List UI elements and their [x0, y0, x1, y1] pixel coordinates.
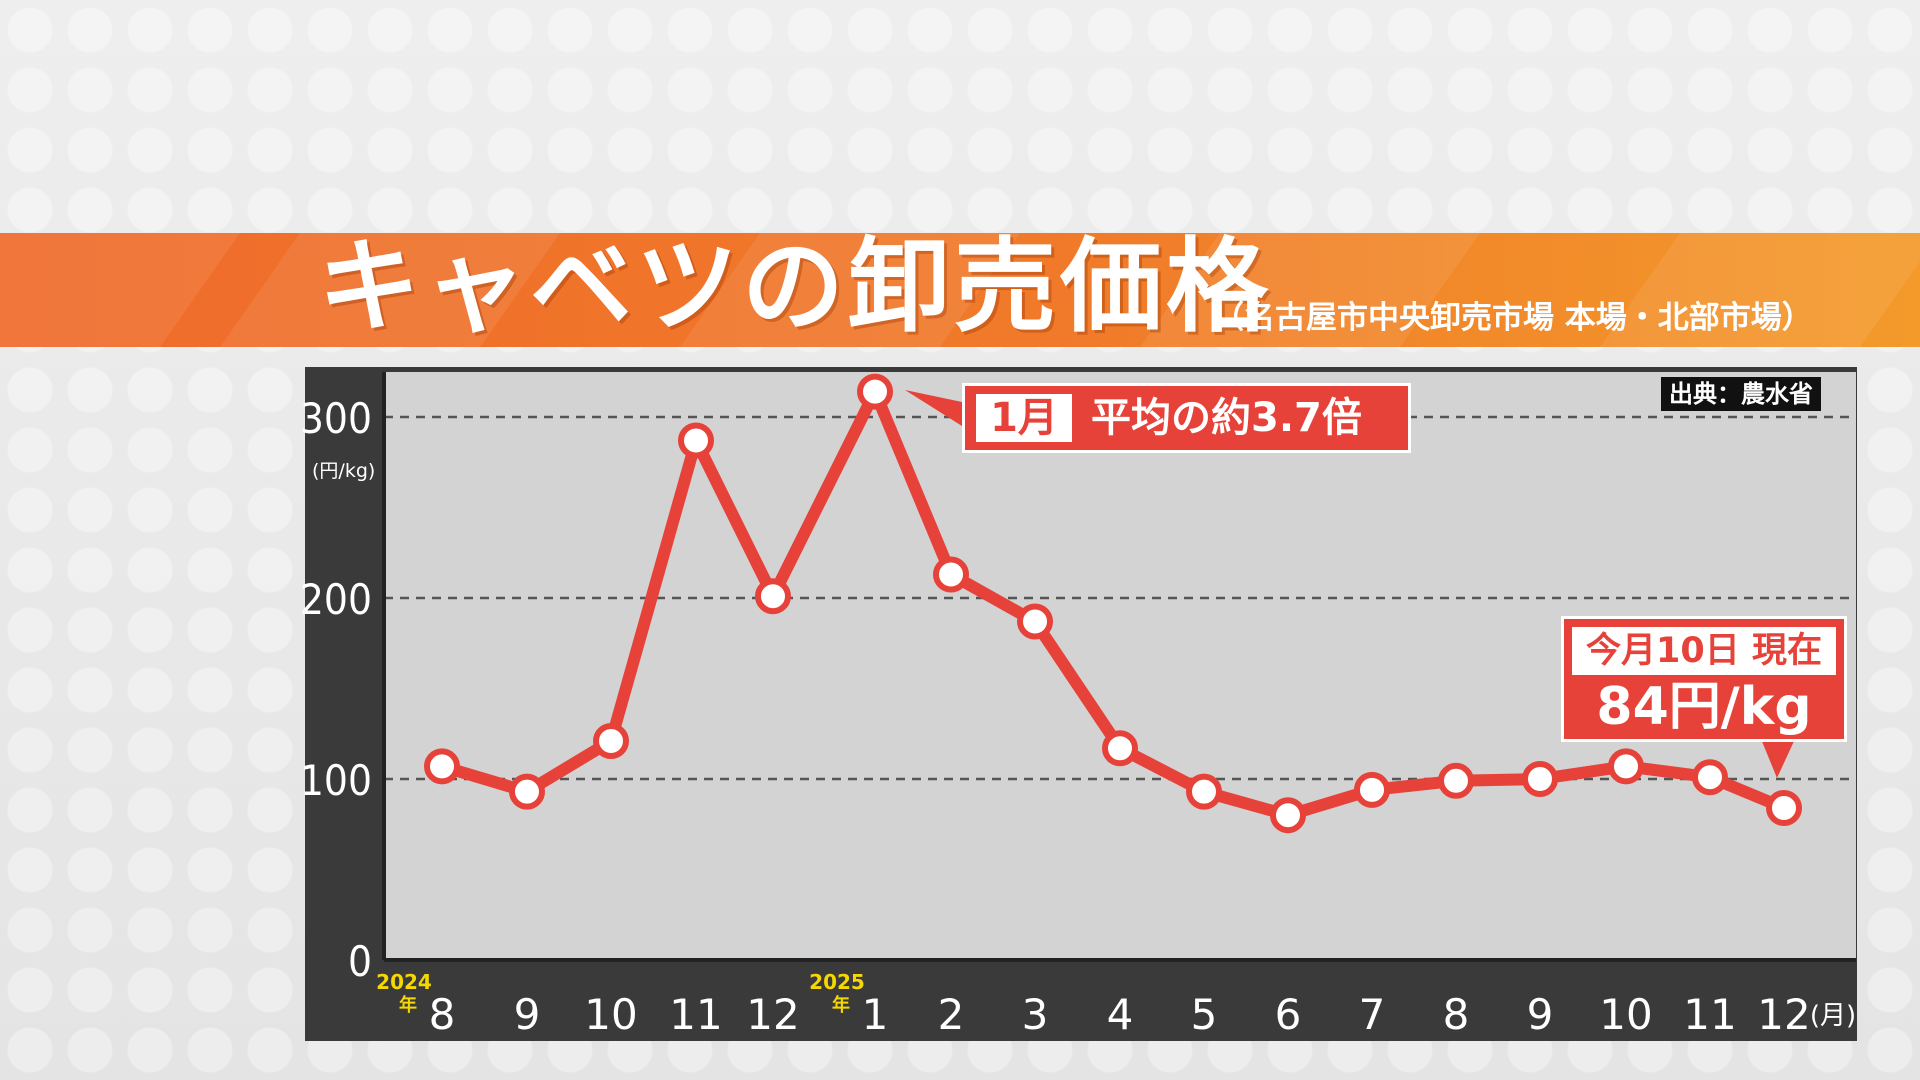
y-axis-unit: (円/kg): [312, 460, 376, 482]
current-date-label: 今月10日 現在: [1572, 627, 1836, 675]
x-tick-label: 6: [1275, 990, 1302, 1039]
chart-title: キャベツの卸売価格: [318, 228, 1272, 347]
x-tick-label: 10: [1599, 990, 1652, 1039]
y-tick-label: 200: [300, 575, 372, 624]
title-band: [0, 233, 1920, 347]
x-tick-label: 1: [862, 990, 889, 1039]
current-price-callout: 今月10日 現在 84円/kg: [1561, 616, 1847, 742]
data-point: [1186, 773, 1222, 810]
data-point: [1692, 759, 1728, 796]
x-tick-label: 9: [514, 990, 541, 1039]
peak-callout-pointer: [905, 390, 962, 426]
peak-callout: 1月 平均の約3.7倍: [962, 383, 1411, 453]
data-point: [857, 373, 893, 410]
data-point: [933, 556, 969, 593]
peak-callout-month: 1月: [976, 394, 1072, 442]
year-label: 2024: [376, 970, 432, 994]
data-point: [1438, 762, 1474, 799]
x-tick-label: 11: [1683, 990, 1736, 1039]
x-tick-label: 3: [1022, 990, 1049, 1039]
data-point: [755, 578, 791, 615]
data-point: [1608, 748, 1644, 785]
data-point: [1522, 761, 1558, 797]
x-tick-label: 8: [1443, 990, 1470, 1039]
data-point: [1270, 797, 1306, 834]
x-tick-label: 12: [746, 990, 799, 1039]
x-tick-label: 5: [1191, 990, 1218, 1039]
x-tick-label: 4: [1107, 990, 1134, 1039]
current-callout-pointer: [1761, 739, 1795, 778]
y-tick-label: 300: [300, 394, 372, 443]
data-point: [678, 422, 714, 459]
current-price-value: 84円/kg: [1596, 677, 1812, 737]
year-suffix: 年: [832, 994, 850, 1016]
data-point: [1102, 730, 1138, 767]
data-point: [424, 748, 460, 785]
data-point: [1354, 771, 1390, 808]
data-point: [593, 722, 629, 759]
x-axis-unit: (月): [1810, 1001, 1856, 1031]
source-label: 出典：農水省: [1661, 377, 1821, 411]
y-tick-label: 100: [300, 756, 372, 805]
peak-callout-text: 平均の約3.7倍: [1091, 395, 1362, 441]
x-tick-label: 10: [584, 990, 637, 1039]
chart-subtitle: （名古屋市中央卸売市場 本場・北部市場）: [1213, 300, 1813, 336]
x-tick-label: 2: [938, 990, 965, 1039]
data-point: [1017, 603, 1053, 640]
x-tick-label: 9: [1527, 990, 1554, 1039]
year-label: 2025: [809, 970, 865, 994]
x-tick-label: 8: [429, 990, 456, 1039]
x-tick-label: 7: [1359, 990, 1386, 1039]
data-point: [1766, 789, 1802, 826]
data-point: [509, 773, 545, 810]
x-tick-label: 11: [669, 990, 722, 1039]
x-tick-label: 12: [1757, 990, 1810, 1039]
y-tick-label: 0: [348, 937, 372, 986]
year-suffix: 年: [399, 994, 417, 1016]
